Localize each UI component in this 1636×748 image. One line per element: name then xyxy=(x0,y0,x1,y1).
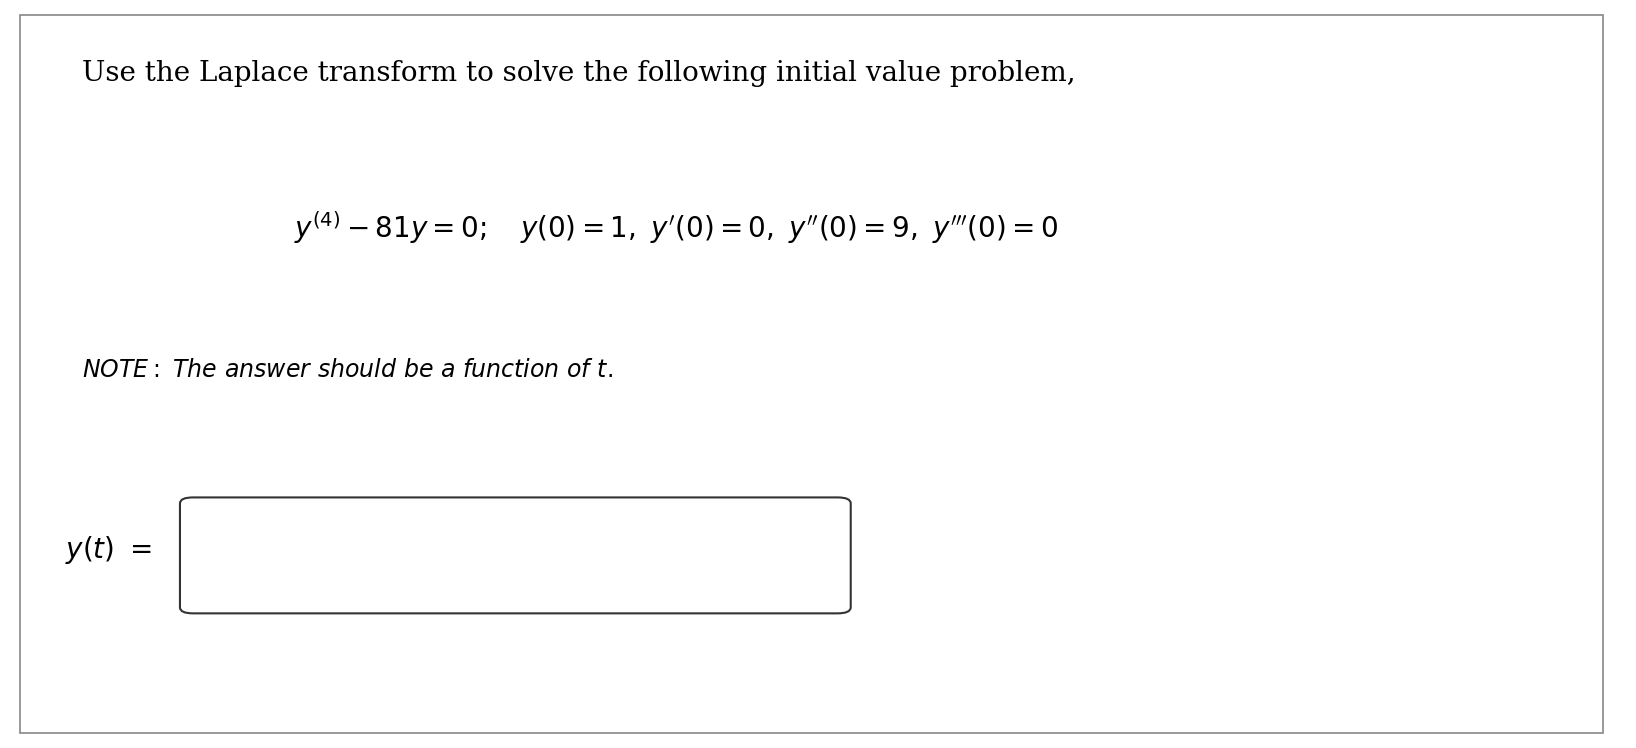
Text: $y^{(4)} - 81y = 0; \quad y(0) = 1,\ y'(0) = 0,\ y''(0) = 9,\ y'''(0) = 0$: $y^{(4)} - 81y = 0; \quad y(0) = 1,\ y'(… xyxy=(294,209,1058,246)
Text: $\boldsymbol{\mathit{y(t)}}\ =$: $\boldsymbol{\mathit{y(t)}}\ =$ xyxy=(65,534,152,565)
Text: $\mathit{NOTE{:}\ The\ answer\ should\ be\ a\ function\ of\ t.}$: $\mathit{NOTE{:}\ The\ answer\ should\ b… xyxy=(82,359,614,382)
Text: Use the Laplace transform to solve the following initial value problem,: Use the Laplace transform to solve the f… xyxy=(82,60,1075,87)
FancyBboxPatch shape xyxy=(20,15,1603,733)
FancyBboxPatch shape xyxy=(180,497,851,613)
